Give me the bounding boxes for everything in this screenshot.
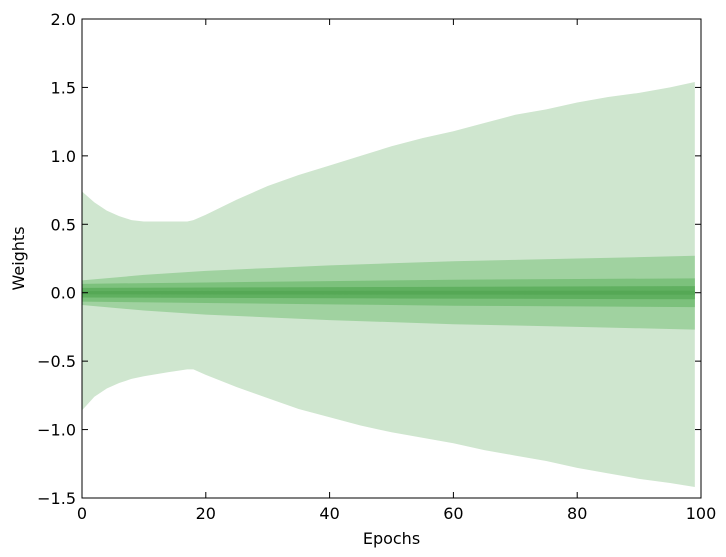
x-tick-label: 100 [686, 504, 717, 523]
y-tick-label: −1.0 [37, 421, 76, 440]
x-tick-label: 20 [196, 504, 216, 523]
bands-layer [82, 81, 695, 488]
y-axis-label: Weights [9, 226, 28, 290]
x-axis-label: Epochs [363, 529, 420, 548]
confidence-band-5 [82, 290, 695, 295]
y-tick-label: −1.5 [37, 489, 76, 508]
y-tick-label: 0.5 [51, 215, 76, 234]
x-tick-label: 80 [567, 504, 587, 523]
y-tick-label: 1.5 [51, 78, 76, 97]
x-tick-label: 60 [443, 504, 463, 523]
x-tick-label: 0 [77, 504, 87, 523]
y-tick-label: −0.5 [37, 352, 76, 371]
y-tick-label: 0.0 [51, 284, 76, 303]
x-axis: 0 20 40 60 80 100 [77, 19, 716, 523]
y-tick-label: 2.0 [51, 10, 76, 29]
y-axis: −1.5 −1.0 −0.5 0.0 0.5 1.0 1.5 2.0 [37, 10, 701, 508]
plot-frame [81, 18, 702, 499]
y-tick-label: 1.0 [51, 147, 76, 166]
x-tick-label: 40 [319, 504, 339, 523]
